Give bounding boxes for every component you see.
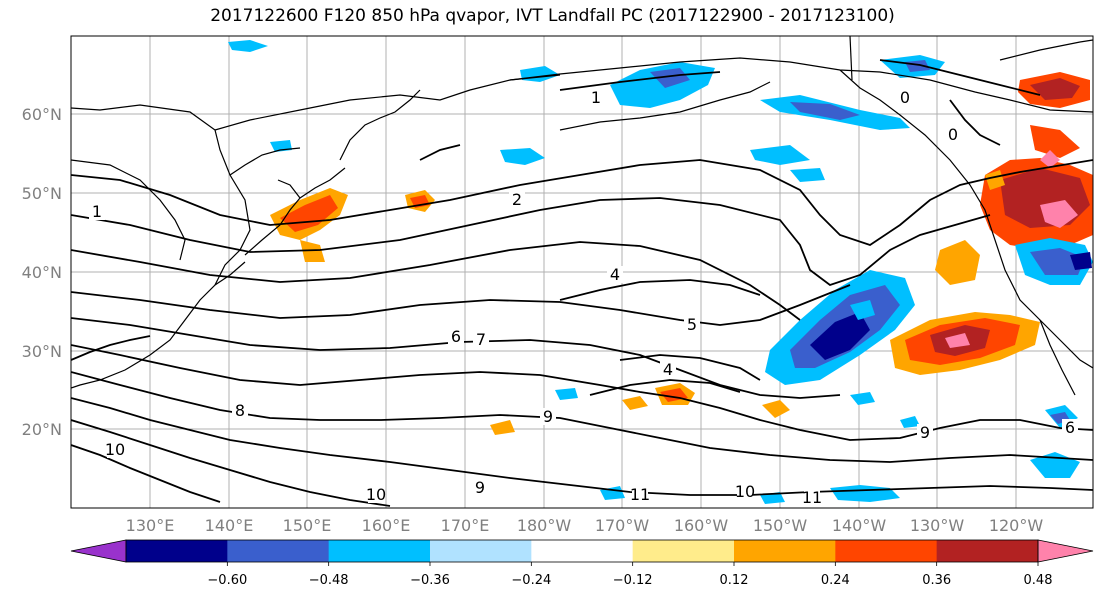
- colorbar-tick-label: 0.24: [821, 573, 850, 588]
- colorbar-segment: [328, 540, 431, 562]
- qvapor-shading: [228, 40, 1093, 504]
- contour-label-bg: [368, 486, 384, 503]
- contour-label-bg: [509, 191, 525, 208]
- contour-label-bg: [89, 203, 105, 220]
- contour-label-bg: [448, 328, 464, 345]
- lat-label: 40°N: [22, 263, 62, 282]
- colorbar-tick-labels: −0.60 −0.48 −0.36 −0.24 −0.12 0.12 0.24 0.36 0.4…: [207, 573, 1053, 588]
- colorbar-tick-label: −0.60: [207, 573, 247, 588]
- lon-label: 170°W: [595, 516, 650, 535]
- longitude-labels: 130°E 140°E 150°E 160°E 170°E 180°W 170°W 160°W…: [126, 516, 1044, 535]
- map-frame: [70, 35, 1094, 509]
- contour-label: 1: [591, 88, 601, 107]
- contour-label: 9: [543, 407, 553, 426]
- contour-label: 7: [476, 330, 486, 349]
- colorbar-tick-label: 0.48: [1024, 573, 1053, 588]
- contour-label: 6: [451, 327, 461, 346]
- contour-label: 5: [687, 315, 697, 334]
- contour-label: 4: [663, 360, 673, 379]
- colorbar-segment: [227, 540, 330, 562]
- lon-label: 130°W: [910, 516, 965, 535]
- contour-label: 10: [735, 482, 755, 501]
- lat-label: 20°N: [22, 420, 62, 439]
- contour-label-bg: [660, 361, 676, 378]
- colorbar-tick-label: −0.24: [511, 573, 551, 588]
- lon-label: 150°E: [283, 516, 332, 535]
- contour-label-bg: [804, 489, 820, 506]
- contour-label-bg: [607, 266, 623, 283]
- contour-label: 2: [512, 190, 522, 209]
- contour-label: 0: [900, 88, 910, 107]
- colorbar-extend-high: [1037, 539, 1094, 563]
- contour-label: 0: [948, 125, 958, 144]
- lon-label: 180°W: [517, 516, 572, 535]
- lon-label: 120°W: [989, 516, 1044, 535]
- contour-label-bg: [737, 483, 753, 500]
- contour-label-bg: [684, 316, 700, 333]
- colorbar-segment: [126, 540, 228, 562]
- contour-label-bg: [107, 441, 123, 458]
- lon-label: 160°E: [362, 516, 411, 535]
- colorbar-segment: [430, 540, 532, 562]
- lat-label: 60°N: [22, 105, 62, 124]
- lon-label: 130°E: [126, 516, 175, 535]
- contour-label-bg: [472, 479, 488, 496]
- latitude-labels: 60°N 50°N 40°N 30°N 20°N: [22, 105, 62, 439]
- graticule: [71, 36, 1093, 508]
- contour-label-bg: [1062, 419, 1078, 436]
- contour-label: 1: [92, 202, 102, 221]
- colorbar-segment: [835, 540, 938, 562]
- lon-label: 160°W: [674, 516, 729, 535]
- colorbar-tick-label: −0.36: [410, 573, 450, 588]
- contour-label: 11: [630, 485, 650, 504]
- colorbar-tick-label: −0.48: [309, 573, 349, 588]
- contour-label: 10: [366, 485, 386, 504]
- contour-label-bg: [588, 89, 604, 106]
- lon-label: 140°E: [205, 516, 254, 535]
- contour-label-bg: [473, 331, 489, 348]
- contour-label: 11: [802, 488, 822, 507]
- contour-label: 6: [1065, 418, 1075, 437]
- contour-label: 9: [920, 423, 930, 442]
- contour-label-bg: [232, 402, 248, 419]
- coastlines: [71, 36, 1093, 396]
- ivt-pc-contours: [71, 59, 1093, 507]
- colorbar-segment: [531, 540, 634, 562]
- colorbar-segment: [936, 540, 1039, 562]
- lon-label: 170°E: [441, 516, 490, 535]
- colorbar-extend-low: [70, 539, 127, 563]
- lat-label: 30°N: [22, 342, 62, 361]
- lon-label: 150°W: [753, 516, 808, 535]
- contour-label: 8: [235, 401, 245, 420]
- contour-label-bg: [917, 424, 933, 441]
- contour-label: 9: [475, 478, 485, 497]
- contour-label: 10: [105, 440, 125, 459]
- colorbar-segment: [734, 540, 836, 562]
- contour-label-bg: [632, 486, 648, 503]
- contour-label: 4: [610, 265, 620, 284]
- lat-label: 50°N: [22, 184, 62, 203]
- map-title: 2017122600 F120 850 hPa qvapor, IVT Land…: [210, 6, 895, 26]
- contour-label-bg: [945, 126, 961, 143]
- colorbar-tick-label: 0.36: [922, 573, 951, 588]
- colorbar-outline: [125, 539, 1039, 563]
- colorbar-segment: [632, 540, 735, 562]
- colorbar-tick-label: 0.12: [720, 573, 749, 588]
- lon-label: 140°W: [832, 516, 887, 535]
- contour-label-bg: [540, 408, 556, 425]
- colorbar-tick-label: −0.12: [613, 573, 653, 588]
- colorbar: [70, 539, 1094, 566]
- contour-label-bg: [897, 89, 913, 106]
